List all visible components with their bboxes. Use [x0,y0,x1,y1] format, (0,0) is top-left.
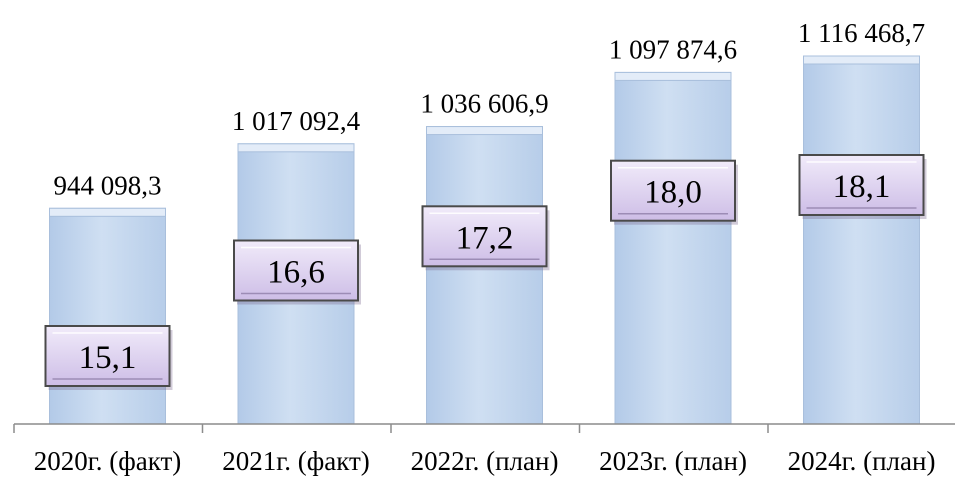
percent-badge [44,325,171,387]
value-label: 1 017 092,4 [232,106,361,136]
percent-label: 17,2 [456,220,514,256]
value-label: 1 097 874,6 [609,34,737,64]
x-tick-label: 2021г. (факт) [222,446,370,476]
bar-top-cap [426,126,543,136]
value-label: 944 098,3 [54,170,162,200]
bar-top-cap [614,71,732,81]
percent-badges: 15,1 16,6 17,2 18,0 18,1 [44,154,927,390]
bar-top-cap [49,207,166,217]
x-tick-label: 2020г. (факт) [34,446,182,476]
value-label: 1 036 606,9 [420,89,548,119]
x-tick-label: 2024г. (план) [788,446,936,476]
x-tick-label: 2022г. (план) [411,446,559,476]
bar [49,207,166,425]
bar [426,126,543,425]
percent-label: 18,1 [833,169,891,205]
bar-top-cap [803,55,920,65]
value-label: 1 116 468,7 [798,18,925,48]
x-tick-label: 2023г. (план) [599,446,747,476]
x-axis [13,423,955,433]
percent-badge [610,159,736,222]
bar [614,71,732,425]
percent-label: 16,6 [267,255,325,291]
percent-badge [233,239,359,302]
x-tick-labels: 2020г. (факт) 2021г. (факт) 2022г. (план) 2… [34,446,936,476]
bars [49,55,920,425]
value-labels: 944 098,3 1 017 092,4 1 036 606,9 1 097 874… [54,18,926,200]
percent-badge [421,205,548,268]
percent-badge [798,154,925,216]
percent-label: 18,0 [644,175,702,211]
percent-label: 15,1 [79,340,137,376]
bar [803,55,920,425]
bar-top-cap [237,143,355,153]
